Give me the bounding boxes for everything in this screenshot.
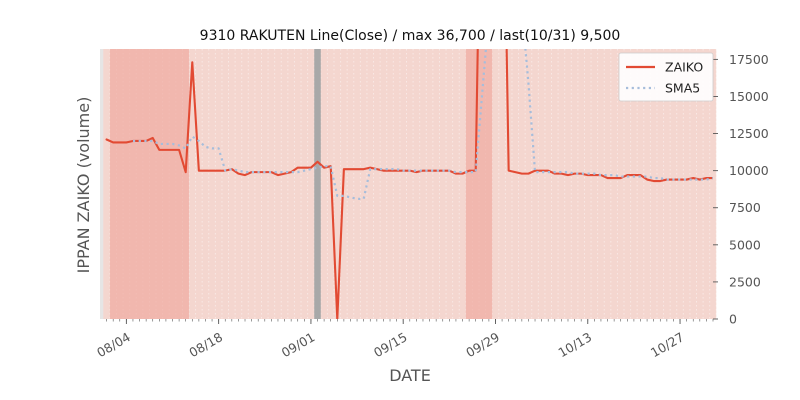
x-tick-label: 08/18	[186, 329, 225, 360]
x-tick-label: 09/29	[463, 329, 502, 360]
y-tick-label: 0	[729, 312, 737, 327]
plot-background	[100, 49, 717, 319]
shaded-range-2	[314, 49, 321, 319]
shaded-range-0	[109, 49, 183, 319]
y-tick-label: 2500	[729, 274, 761, 289]
x-axis-title: DATE	[389, 366, 431, 385]
plot-body	[103, 49, 717, 319]
legend: ZAIKO SMA5	[618, 52, 714, 102]
x-tick-label: 09/15	[371, 329, 410, 360]
y-tick-label: 7500	[729, 200, 761, 215]
y-tick-label: 17500	[729, 52, 769, 67]
y-axis-ticks: 0 2500 5000 7500 10000 12500 15000 17500	[713, 52, 769, 327]
y-tick-label: 15000	[729, 89, 769, 104]
y-tick-label: 5000	[729, 237, 761, 252]
y-axis-title: IPPAN ZAIKO (volume)	[74, 97, 93, 274]
chart-title: 9310 RAKUTEN Line(Close) / max 36,700 / …	[200, 28, 621, 44]
series-lines	[105, 49, 713, 319]
legend-label-zaiko: ZAIKO	[665, 60, 703, 75]
x-tick-label: 10/13	[556, 329, 595, 360]
legend-box	[618, 52, 714, 102]
shaded-ranges	[109, 49, 493, 319]
x-tick-label: 10/27	[648, 329, 687, 360]
series-line-sma5	[132, 49, 713, 200]
shaded-range-3	[465, 49, 493, 319]
x-axis-ticks: 08/04 08/18 09/01 09/15 09/29 10/13 10/27	[94, 319, 714, 360]
y-tick-label: 12500	[729, 126, 769, 141]
y-tick-label: 10000	[729, 163, 769, 178]
shaded-range-1	[182, 49, 189, 319]
x-tick-label: 08/04	[94, 329, 133, 360]
x-tick-label: 09/01	[279, 329, 318, 360]
legend-label-sma5: SMA5	[665, 81, 700, 96]
